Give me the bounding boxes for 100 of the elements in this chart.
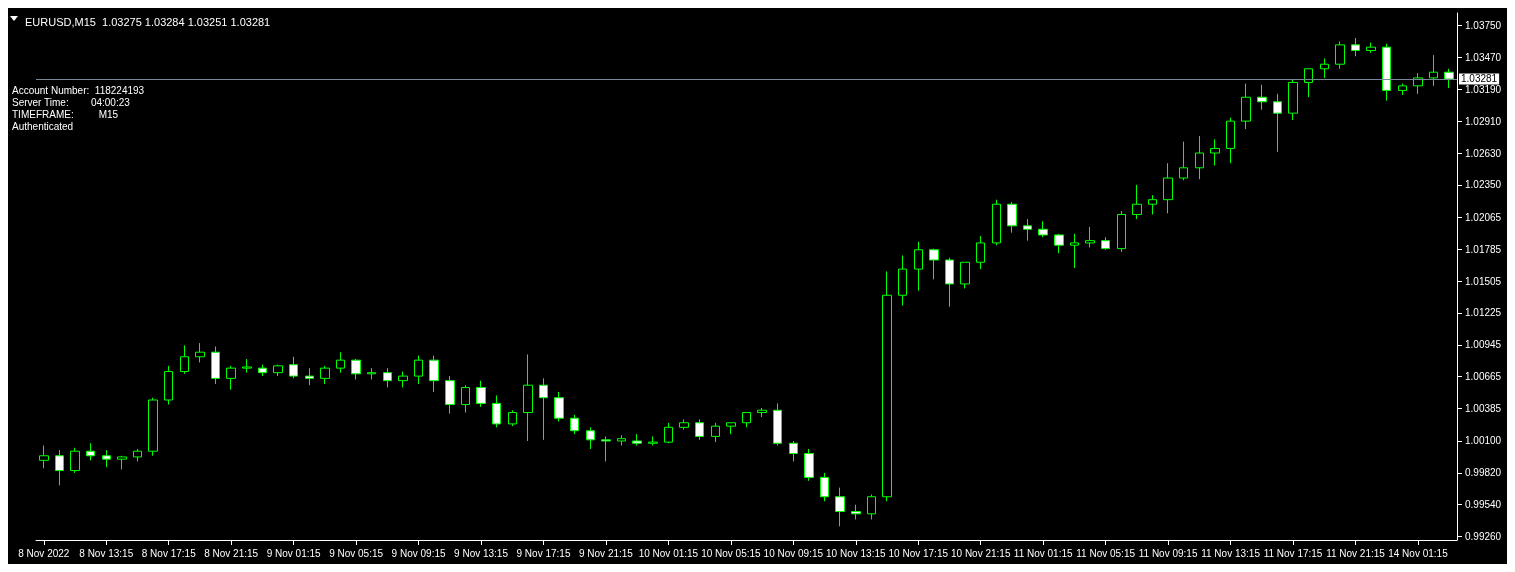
annotation: Authenticated	[12, 120, 74, 132]
x-tick-label: 8 Nov 13:15	[79, 547, 134, 559]
candlestick	[414, 355, 423, 385]
candlestick	[226, 365, 236, 391]
candlestick	[679, 418, 689, 431]
candlestick	[1351, 37, 1360, 57]
candlestick	[164, 365, 173, 406]
candlestick	[601, 435, 611, 462]
candlestick	[851, 504, 861, 521]
candlestick	[711, 422, 720, 443]
x-tick-label: 8 Nov 21:15	[204, 547, 259, 559]
y-tick-label: 1.01785	[1465, 243, 1502, 255]
x-tick-label: 9 Nov 09:15	[391, 547, 446, 559]
x-tick-label: 9 Nov 01:15	[266, 547, 322, 559]
candlestick	[39, 445, 49, 469]
x-tick-label: 9 Nov 05:15	[329, 547, 384, 559]
candlestick	[726, 422, 736, 435]
x-tick-label: 10 Nov 17:15	[888, 547, 949, 559]
candlestick	[648, 435, 658, 447]
candlestick	[195, 342, 205, 363]
candlestick	[133, 448, 142, 462]
ref-line-label: 1.03281	[1461, 73, 1498, 85]
candlestick	[1023, 218, 1032, 242]
candlestick	[1366, 42, 1376, 54]
candlestick	[1101, 236, 1110, 251]
y-tick-label: 0.99540	[1465, 499, 1502, 511]
candlestick	[242, 358, 252, 374]
candlestick	[929, 248, 939, 280]
candlestick	[1210, 138, 1220, 167]
y-tick-label: 1.00385	[1465, 403, 1502, 415]
y-tick-label: 0.99260	[1465, 531, 1502, 543]
candlestick	[1429, 54, 1438, 87]
candlestick	[1226, 117, 1235, 164]
candlestick	[1070, 233, 1079, 269]
x-tick-label: 11 Nov 05:15	[1076, 547, 1136, 559]
candlestick	[1179, 141, 1188, 181]
candlestick	[773, 402, 782, 447]
x-tick-label: 8 Nov 17:15	[141, 547, 197, 559]
candlestick	[867, 493, 876, 521]
candlestick	[86, 442, 95, 461]
candlestick	[102, 449, 111, 468]
x-tick-label: 14 Nov 01:15	[1388, 547, 1449, 559]
candlestick	[1320, 58, 1329, 79]
candlestick	[55, 449, 64, 486]
annotation: Server Time: 04:00:23	[12, 96, 131, 108]
candlestick	[757, 407, 767, 418]
y-tick-label: 1.03190	[1465, 83, 1502, 95]
candlestick	[1273, 93, 1282, 153]
y-tick-label: 1.00945	[1465, 339, 1502, 351]
candlestick	[539, 377, 548, 441]
candlestick	[1132, 184, 1142, 220]
x-tick-label: 11 Nov 21:15	[1326, 547, 1386, 559]
x-tick-label: 10 Nov 13:15	[826, 547, 886, 559]
x-tick-label: 10 Nov 01:15	[638, 547, 699, 559]
y-tick-label: 1.00665	[1465, 371, 1502, 383]
y-tick-label: 1.03750	[1465, 20, 1502, 32]
y-tick-label: 1.02630	[1465, 147, 1502, 159]
x-tick-label: 10 Nov 21:15	[950, 547, 1011, 559]
candlestick	[1054, 233, 1064, 254]
candlestick	[445, 375, 455, 415]
candlestick	[429, 355, 439, 393]
candlestick	[70, 447, 80, 474]
candlestick	[695, 418, 704, 441]
candlestick	[148, 397, 158, 457]
candlestick	[273, 364, 283, 377]
candlestick	[554, 391, 564, 423]
candlestick	[367, 367, 376, 381]
candlestick	[617, 434, 626, 447]
candlestick	[664, 422, 673, 444]
y-tick-label: 1.02065	[1465, 211, 1502, 223]
x-tick-label: 9 Nov 21:15	[578, 547, 634, 559]
candlestick	[383, 367, 392, 388]
candlestick	[398, 371, 408, 388]
candlestick	[976, 235, 985, 270]
y-tick-label: 1.02910	[1465, 115, 1502, 127]
candlestick	[1398, 83, 1407, 96]
y-tick-label: 1.01225	[1465, 307, 1502, 319]
candlestick	[632, 433, 642, 447]
candlestick	[180, 344, 189, 375]
candlestick	[492, 394, 501, 428]
candlestick	[586, 426, 595, 450]
candlestick	[1163, 162, 1173, 214]
y-tick-label: 1.00100	[1465, 435, 1502, 447]
candlestick	[992, 199, 1001, 246]
y-tick-label: 0.99820	[1465, 467, 1502, 479]
x-tick-label: 11 Nov 01:15	[1013, 547, 1073, 559]
candlestick	[461, 384, 470, 414]
candlestick	[305, 367, 314, 386]
candlestick	[789, 440, 798, 462]
candlestick	[1335, 40, 1345, 70]
x-tick-label: 9 Nov 13:15	[454, 547, 509, 559]
candlestick	[1444, 68, 1454, 89]
candlestick	[1007, 201, 1017, 234]
candlestick	[898, 254, 907, 307]
candlestick	[742, 412, 751, 428]
x-tick-label: 11 Nov 09:15	[1138, 547, 1198, 559]
x-tick-label: 11 Nov 13:15	[1201, 547, 1261, 559]
x-tick-label: 10 Nov 05:15	[701, 547, 762, 559]
x-tick-label: 10 Nov 09:15	[763, 547, 824, 559]
candlestick	[1085, 226, 1095, 248]
